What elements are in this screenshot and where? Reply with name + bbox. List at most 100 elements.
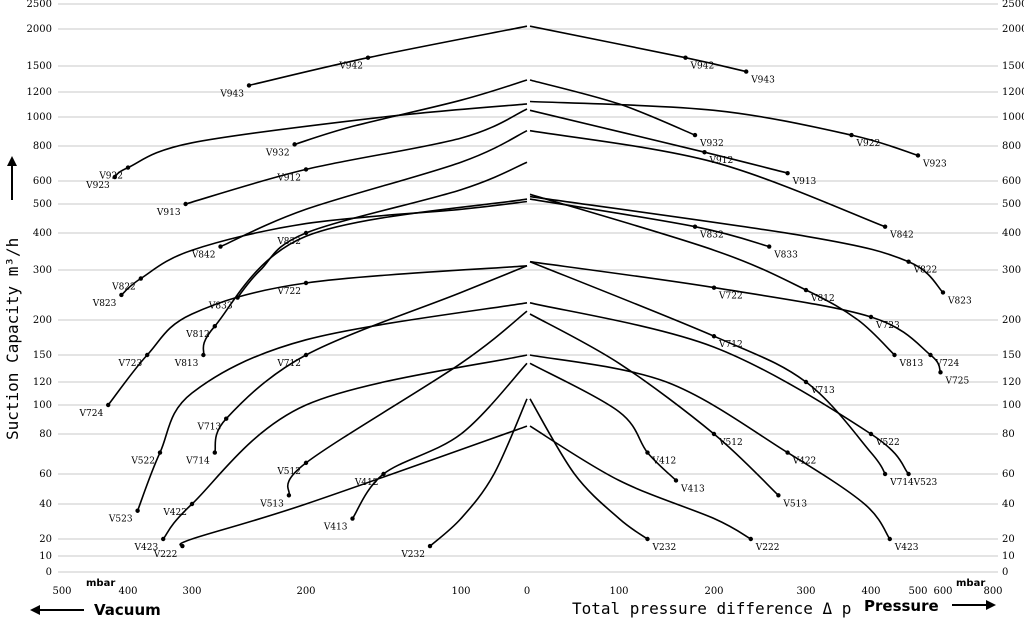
curve-label: V912 <box>709 156 734 166</box>
pressure-tick: 400 <box>861 586 880 597</box>
curve-marker <box>868 431 874 437</box>
curve-marker <box>235 295 240 300</box>
curve-label: V842 <box>889 231 914 241</box>
curve-label: V512 <box>718 438 743 448</box>
vacuum-curve-V222 <box>179 425 528 547</box>
vacuum-tick: 200 <box>296 586 315 597</box>
y-tick-right: 0 <box>1002 567 1008 578</box>
vacuum-arrow-head <box>30 605 40 615</box>
curve-label: V232 <box>400 550 425 560</box>
curve-marker <box>882 224 888 229</box>
pressure-curve-V813 <box>529 193 896 356</box>
pressure-curve-V413 <box>529 362 677 481</box>
curve-label: V724 <box>935 359 960 369</box>
y-tick-right: 200 <box>1002 315 1021 326</box>
curve-labels: V942V943V922V923V932V912V913V842V832V833… <box>79 55 972 560</box>
curve-marker <box>892 352 897 358</box>
y-tick-right: 10 <box>1002 551 1015 562</box>
curve-label: V725 <box>945 376 970 386</box>
curve-label: V723 <box>875 321 900 331</box>
gridlines <box>58 3 998 573</box>
pressure-curve-V823 <box>529 195 944 294</box>
y-tick-right: 500 <box>1002 199 1021 210</box>
curve-marker <box>381 471 386 477</box>
curve-marker <box>915 153 921 158</box>
curve-label: V822 <box>913 266 938 276</box>
y-tick-left: 0 <box>46 567 52 578</box>
vacuum-curve-V513 <box>286 310 528 496</box>
curve-label: V943 <box>219 89 244 99</box>
pressure-tick: 800 <box>983 586 1002 597</box>
curve-marker <box>212 324 217 329</box>
vacuum-curve-V724 <box>107 265 528 406</box>
pressure-unit: mbar <box>956 578 985 589</box>
curve-marker <box>748 536 753 542</box>
pressure-curve-V842 <box>529 129 886 228</box>
curve-label: V512 <box>276 467 301 477</box>
curve-label: V943 <box>750 76 775 86</box>
curve-marker <box>803 287 809 293</box>
curve-label: V523 <box>108 515 133 525</box>
curve-marker <box>785 450 790 455</box>
pressure-curve-V423 <box>529 354 891 540</box>
y-tick-right: 800 <box>1002 141 1021 152</box>
vacuum-tick: 300 <box>182 586 201 597</box>
curve-marker <box>673 478 679 483</box>
curve-label: V232 <box>652 543 677 553</box>
curve-label: V724 <box>79 409 104 419</box>
curve-label: V712 <box>276 359 301 369</box>
curve-marker <box>427 543 433 549</box>
curve-label: V222 <box>755 543 780 553</box>
vacuum-curve-V423 <box>162 354 528 540</box>
vacuum-unit: mbar <box>86 578 115 589</box>
curve-label: V823 <box>947 296 972 306</box>
y-tick-right: 1000 <box>1002 112 1024 123</box>
curve-marker <box>776 493 781 498</box>
curve-label: V714 <box>889 478 914 488</box>
curve-marker <box>180 543 185 549</box>
curve-marker <box>224 416 229 421</box>
curve-marker <box>112 174 118 180</box>
y-tick-right: 1500 <box>1002 61 1024 72</box>
curve-marker <box>645 536 650 542</box>
curve-label: V932 <box>265 148 290 158</box>
vacuum-curve-V523 <box>136 302 528 511</box>
curve-label: V823 <box>92 299 117 309</box>
pressure-tick: 600 <box>933 586 952 597</box>
pressure-tick: 300 <box>796 586 815 597</box>
y-tick-left: 1000 <box>27 112 52 123</box>
curve-label: V812 <box>810 294 835 304</box>
curve-marker <box>938 370 943 375</box>
curve-marker <box>849 132 854 138</box>
vacuum-curve-V913 <box>185 108 528 205</box>
curve-label: V522 <box>875 438 900 448</box>
y-tick-right: 80 <box>1002 429 1015 440</box>
curve-label: V913 <box>156 208 181 218</box>
y-tick-right: 1200 <box>1002 87 1024 98</box>
vacuum-curve-V842 <box>220 129 528 248</box>
curve-marker <box>119 292 124 298</box>
curve-marker <box>692 224 698 229</box>
pressure-curve-V222 <box>529 425 752 540</box>
curve-marker <box>940 290 946 295</box>
curve-label: V513 <box>259 499 284 509</box>
curve-label: V522 <box>130 457 155 467</box>
vacuum-curve-V232 <box>429 398 528 547</box>
curve-marker <box>303 230 309 236</box>
x-axis-title: Total pressure difference Δ p <box>572 599 851 618</box>
curve-label: V942 <box>338 62 363 72</box>
curve-marker <box>744 69 749 74</box>
y-tick-left: 150 <box>33 350 52 361</box>
y-axis-arrow-head <box>7 156 17 166</box>
y-tick-right: 120 <box>1002 377 1021 388</box>
y-tick-left: 1500 <box>27 61 52 72</box>
pressure-curve-V832 <box>529 198 770 248</box>
curve-label: V923 <box>922 159 947 169</box>
y-tick-left: 2000 <box>27 24 52 35</box>
vacuum-curve-V714 <box>214 265 528 453</box>
y-tick-right: 400 <box>1002 228 1021 239</box>
pressure-tick: 100 <box>609 586 628 597</box>
pressure-tick: 200 <box>704 586 723 597</box>
curve-marker <box>303 280 309 286</box>
